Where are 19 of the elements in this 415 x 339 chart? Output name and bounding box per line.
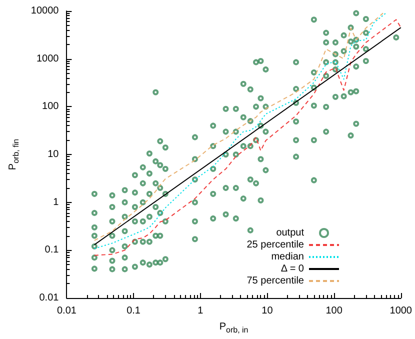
legend-label: Δ = 0: [280, 264, 304, 274]
y-tick-label: 10: [48, 149, 60, 160]
x-tick-label: 10: [262, 306, 274, 316]
legend-label: output: [276, 228, 304, 238]
legend-label: 75 percentile: [246, 276, 304, 286]
y-tick-label: 1000: [36, 53, 60, 64]
y-tick-label: 1: [53, 196, 60, 208]
x-tick-label: 0.1: [126, 306, 141, 316]
x-tick-label: 1: [198, 306, 204, 316]
legend-label: 25 percentile: [246, 240, 304, 250]
x-tick-label: 1000: [390, 306, 412, 316]
y-tick-label: 100: [42, 101, 60, 112]
x-tick-label: 0.01: [56, 306, 77, 316]
legend-label: median: [271, 252, 304, 262]
y-axis-title: Porb, fin: [8, 138, 20, 170]
y-tick-label: 0.1: [44, 244, 60, 256]
y-tick-label: 0.01: [39, 292, 60, 304]
y-tick-label: 10000: [30, 6, 60, 16]
x-tick-label: 100: [326, 306, 343, 316]
